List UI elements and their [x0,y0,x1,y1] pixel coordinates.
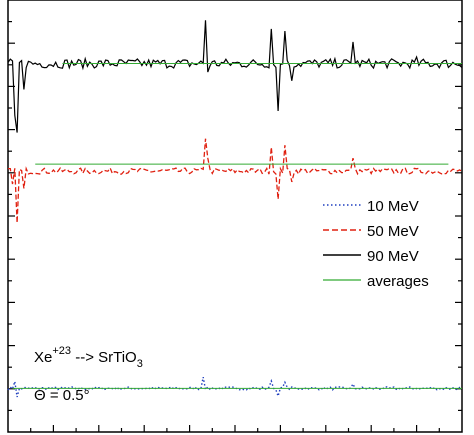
annotation-arrow-target: --> SrTiO [71,349,137,366]
annotation-ion: Xe [34,349,52,366]
legend: 10 MeV 50 MeV 90 MeV averages [323,198,429,290]
legend-label-50mev: 50 MeV [367,223,419,240]
annotation-ion-target: Xe+23 --> SrTiO3 [34,345,143,370]
series-line-90mev [7,20,463,133]
legend-label-10mev: 10 MeV [367,198,419,215]
series-layer [7,20,463,399]
series-line-10mev [7,376,463,399]
legend-label-90mev: 90 MeV [367,248,419,265]
series-line-50mev [8,138,463,223]
axis-ticks [8,21,462,432]
annotation-charge: +23 [52,345,71,357]
annotation-angle: Θ = 0.5° [34,387,90,404]
annotation-subscript: 3 [137,358,143,370]
legend-label-averages: averages [367,273,429,290]
